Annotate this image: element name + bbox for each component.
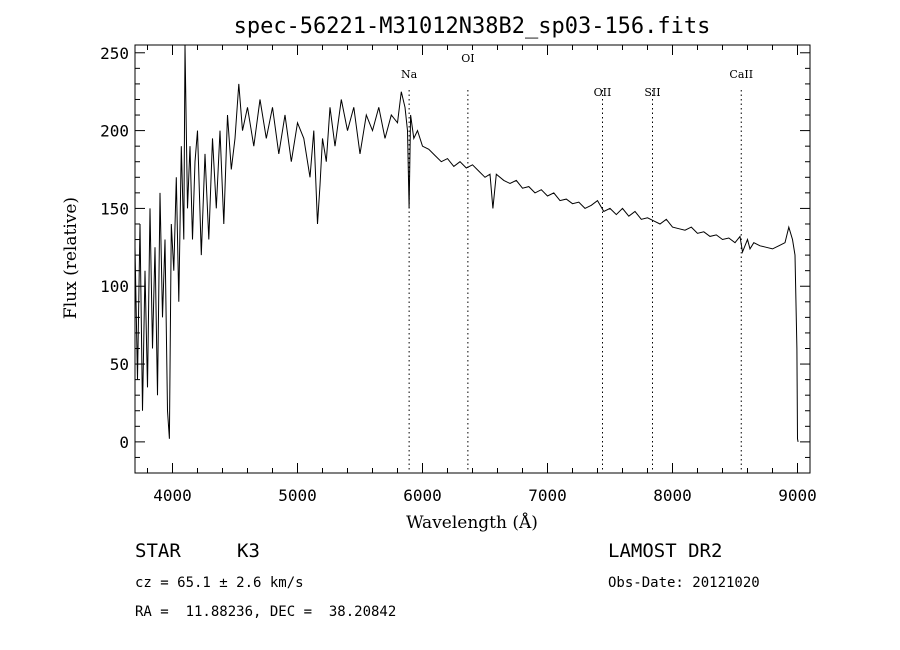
line-marker-oi-label: OI (461, 52, 474, 65)
plot-frame (134, 44, 811, 474)
x-tick-label: 4000 (153, 486, 192, 505)
line-marker-sii-label: SII (644, 86, 660, 99)
coordinates-label: RA = 11.88236, DEC = 38.20842 (135, 604, 397, 620)
y-axis-label: Flux (relative) (61, 197, 81, 319)
x-tick-label: 8000 (653, 486, 692, 505)
x-tick-label: 6000 (403, 486, 442, 505)
x-tick-label: 5000 (278, 486, 317, 505)
line-marker-caii-label: CaII (729, 68, 753, 81)
y-tick-label: 200 (100, 122, 129, 141)
line-marker-oii-label: OII (594, 86, 612, 99)
y-tick-label: 100 (100, 277, 129, 296)
obs-date-label: Obs-Date: 20121020 (608, 575, 760, 591)
x-axis-label: Wavelength (Å) (406, 512, 538, 533)
redshift-label: cz = 65.1 ± 2.6 km/s (135, 575, 304, 591)
x-tick-label: 9000 (778, 486, 817, 505)
chart-title: spec-56221-M31012N38B2_sp03-156.fits (234, 14, 711, 39)
y-tick-label: 50 (110, 355, 129, 374)
y-tick-label: 150 (100, 199, 129, 218)
y-tick-label: 250 (100, 44, 129, 63)
line-marker-na-label: Na (401, 68, 418, 81)
x-tick-label: 7000 (528, 486, 567, 505)
data-release-label: LAMOST DR2 (608, 540, 723, 562)
y-tick-label: 0 (119, 433, 129, 452)
object-type-label: STAR (135, 540, 181, 562)
subclass-label: K3 (237, 540, 260, 562)
spectrum-line (134, 44, 799, 442)
